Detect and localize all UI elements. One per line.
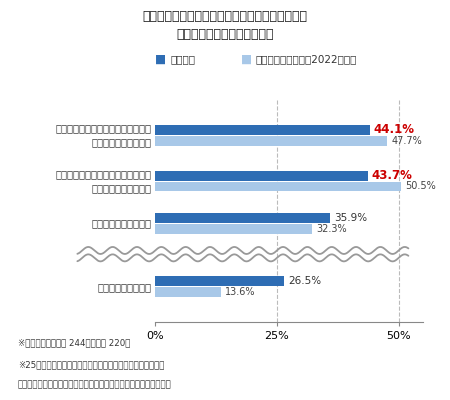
Text: 47.7%: 47.7% bbox=[392, 136, 422, 146]
Text: 今回調査: 今回調査 bbox=[170, 54, 195, 64]
Text: 35.9%: 35.9% bbox=[334, 213, 367, 223]
Bar bbox=[155, 136, 387, 146]
Bar bbox=[155, 287, 221, 297]
Text: （中期：今後２〜５年程度）: （中期：今後２〜５年程度） bbox=[176, 28, 274, 41]
Text: ここでは上位三つの項目と、上位７番目に挙げられた項目を掲載: ここでは上位三つの項目と、上位７番目に挙げられた項目を掲載 bbox=[18, 380, 172, 389]
Bar bbox=[155, 276, 284, 286]
Text: 32.3%: 32.3% bbox=[316, 224, 347, 234]
Text: 50.5%: 50.5% bbox=[405, 182, 436, 192]
Bar bbox=[155, 171, 368, 180]
Bar bbox=[155, 182, 401, 192]
Text: （参考）前回調査（2022年春）: （参考）前回調査（2022年春） bbox=[256, 54, 357, 64]
Bar bbox=[155, 213, 330, 223]
Text: 44.1%: 44.1% bbox=[374, 123, 415, 136]
Text: ■: ■ bbox=[241, 53, 252, 66]
Text: 13.6%: 13.6% bbox=[225, 287, 256, 297]
Text: グリーントランスフォーメーション
（ＧＸ）推進への支援: グリーントランスフォーメーション （ＧＸ）推進への支援 bbox=[55, 123, 151, 147]
Text: 26.5%: 26.5% bbox=[288, 276, 321, 286]
Bar bbox=[155, 224, 312, 234]
Text: 金融資本市場の安定化: 金融資本市場の安定化 bbox=[91, 218, 151, 228]
Text: ※25個の選択肢のうち、１社当たり最大五つまで複数回答可: ※25個の選択肢のうち、１社当たり最大五つまで複数回答可 bbox=[18, 360, 164, 369]
Bar bbox=[155, 125, 370, 135]
Text: ■: ■ bbox=[155, 53, 166, 66]
Text: デジタルトランスフォーメーション
（ＤＸ）推進への支援: デジタルトランスフォーメーション （ＤＸ）推進への支援 bbox=[55, 169, 151, 193]
Text: ※回答企業数：今回 244社、前回 220社: ※回答企業数：今回 244社、前回 220社 bbox=[18, 338, 130, 347]
Text: 43.7%: 43.7% bbox=[372, 169, 413, 182]
Text: 人への投資への支援: 人への投資への支援 bbox=[97, 282, 151, 292]
Text: 図表２：今後、政府が重点的に取り組むべき施策: 図表２：今後、政府が重点的に取り組むべき施策 bbox=[143, 10, 307, 23]
